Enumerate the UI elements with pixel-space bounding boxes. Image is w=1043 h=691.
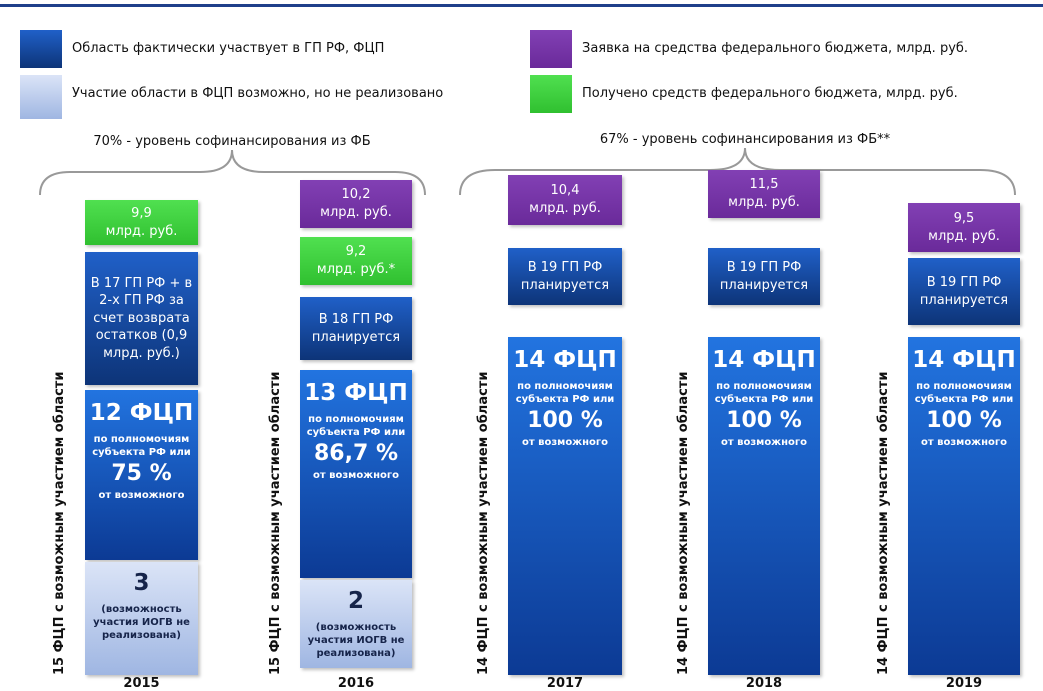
possible-box: 3 (возможность участия ИОГВ не реализован…	[85, 562, 198, 675]
box-line: млрд. руб.	[728, 195, 800, 210]
box-line: остатков (0,9	[95, 328, 188, 344]
actual-box: В 18 ГП РФ планируется	[300, 297, 412, 360]
vertical-label: 15 ФЦП с возможным участием области	[268, 371, 283, 675]
possible-box: 2 (возможность участия ИОГВ не реализован…	[300, 580, 412, 668]
box-count: 2	[347, 588, 364, 614]
group-label: 67% - уровень софинансирования из ФБ**	[599, 132, 891, 147]
group-label: 70% - уровень софинансирования из ФБ	[93, 134, 371, 149]
box-count: 13 ФЦП	[304, 380, 408, 406]
box-line: млрд. руб.	[105, 223, 178, 239]
request-box: 10,2 млрд. руб.	[300, 180, 412, 228]
main-box: 14 ФЦП по полномочиям субъекта РФ или 100 …	[908, 337, 1020, 675]
main-box: 13 ФЦП по полномочиям субъекта РФ или 86,7…	[300, 370, 412, 578]
box-line: счет возврата	[93, 310, 190, 326]
box-percent: 100 %	[527, 408, 603, 434]
main-box: 14 ФЦП по полномочиям субъекта РФ или 100 …	[708, 337, 820, 675]
main-box: 12 ФЦП по полномочиям субъекта РФ или 75 %…	[85, 390, 198, 560]
box-line: млрд. руб.*	[316, 262, 396, 277]
box-line: млрд. руб.	[529, 201, 601, 216]
request-box: 11,5 млрд. руб.	[708, 170, 820, 218]
box-note: по полномочиям субъекта РФ или	[515, 381, 615, 406]
vertical-label: 14 ФЦП с возможным участием области	[476, 371, 491, 675]
box-note: по полномочиям субъекта РФ или	[714, 381, 814, 406]
box-line: млрд. руб.	[928, 228, 1000, 244]
box-line: В 19 ГП РФ	[726, 259, 802, 275]
box-count: 14 ФЦП	[712, 347, 816, 373]
legend-swatch	[20, 30, 62, 68]
legend-text: Область фактически участвует в ГП РФ, ФЦ…	[72, 41, 385, 56]
box-percent: 100 %	[926, 408, 1002, 434]
box-caption: от возможного	[720, 436, 808, 448]
actual-box: В 19 ГП РФ планируется	[508, 248, 622, 305]
box-line: 9,2	[345, 244, 367, 260]
received-box: 9,9 млрд. руб.	[85, 200, 198, 245]
box-note: по полномочиям субъекта РФ или	[914, 381, 1014, 406]
box-percent: 86,7 %	[314, 441, 398, 467]
box-line: планируется	[520, 277, 610, 293]
box-line: 10,4	[550, 183, 580, 199]
box-caption: от возможного	[521, 436, 609, 448]
box-percent: 100 %	[726, 408, 802, 434]
box-line: 2-х ГП РФ за	[99, 293, 184, 309]
year-label: 2016	[337, 676, 375, 691]
legend-text: Заявка на средства федерального бюджета,…	[582, 41, 969, 56]
box-caption: от возможного	[98, 489, 185, 501]
box-line: В 19 ГП РФ	[926, 274, 1002, 290]
box-line: 10,2	[341, 187, 371, 203]
main-box: 14 ФЦП по полномочиям субъекта РФ или 100 …	[508, 337, 622, 675]
box-caption: от возможного	[312, 469, 400, 481]
request-box: 9,5 млрд. руб.	[908, 203, 1020, 252]
legend-swatch	[20, 75, 62, 119]
vertical-label: 15 ФЦП с возможным участием области	[52, 371, 67, 675]
vertical-label: 14 ФЦП с возможным участием области	[876, 371, 891, 675]
box-line: В 17 ГП РФ + в	[90, 275, 193, 291]
brace-right	[459, 147, 1016, 196]
box-note: (возможность участия ИОГВ не реализована…	[307, 622, 405, 660]
box-line: млрд. руб.	[320, 205, 392, 220]
box-note: по полномочиям субъекта РФ или	[306, 414, 406, 439]
box-count: 14 ФЦП	[513, 347, 617, 373]
box-line: 9,9	[131, 205, 152, 221]
legend-text: Участие области в ФЦП возможно, но не ре…	[72, 86, 444, 101]
box-line: планируется	[719, 277, 809, 293]
box-note: (возможность участия ИОГВ не реализована…	[93, 604, 190, 642]
year-label: 2019	[945, 676, 983, 691]
actual-box: В 17 ГП РФ + в 2-х ГП РФ за счет возврата о…	[85, 252, 198, 385]
box-count: 12 ФЦП	[89, 400, 194, 426]
braces	[39, 147, 1016, 196]
box-line: планируется	[919, 292, 1009, 308]
vertical-label: 14 ФЦП с возможным участием области	[676, 371, 691, 675]
box-line: В 19 ГП РФ	[527, 259, 603, 275]
year-label: 2017	[546, 676, 584, 691]
box-percent: 75 %	[111, 461, 172, 487]
actual-box: В 19 ГП РФ планируется	[708, 248, 820, 305]
box-line: планируется	[311, 329, 401, 345]
request-box: 10,4 млрд. руб.	[508, 175, 622, 225]
legend-swatch	[530, 75, 572, 113]
legend-text: Получено средств федерального бюджета, м…	[582, 86, 958, 101]
year-label: 2015	[123, 676, 160, 691]
box-line: млрд. руб.)	[103, 345, 180, 361]
box-note: по полномочиям субъекта РФ или	[92, 434, 191, 459]
brace-left	[39, 149, 426, 196]
legend-swatch	[530, 30, 572, 68]
top-rule	[0, 4, 1043, 7]
actual-box: В 19 ГП РФ планируется	[908, 258, 1020, 325]
received-box: 9,2 млрд. руб.*	[300, 237, 412, 285]
box-line: В 18 ГП РФ	[318, 311, 394, 327]
box-caption: от возможного	[920, 436, 1008, 448]
box-line: 9,5	[953, 210, 975, 226]
box-count: 3	[133, 570, 150, 596]
box-line: 11,5	[749, 177, 779, 193]
year-label: 2018	[745, 676, 783, 691]
box-count: 14 ФЦП	[912, 347, 1016, 373]
